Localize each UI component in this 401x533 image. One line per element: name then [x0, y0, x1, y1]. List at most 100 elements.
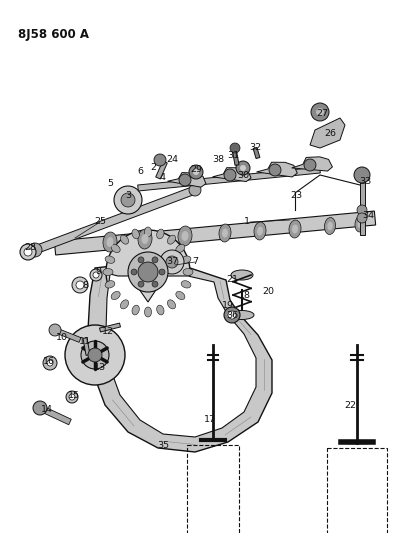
- Text: 31: 31: [227, 150, 239, 159]
- Circle shape: [138, 281, 144, 287]
- Text: 26: 26: [324, 128, 336, 138]
- Ellipse shape: [132, 229, 139, 239]
- Text: 37: 37: [166, 257, 178, 266]
- Circle shape: [72, 277, 88, 293]
- Circle shape: [93, 272, 99, 278]
- Polygon shape: [88, 266, 272, 452]
- Text: 1: 1: [244, 217, 250, 227]
- Circle shape: [189, 184, 201, 196]
- Text: 19: 19: [222, 301, 234, 310]
- Ellipse shape: [111, 245, 120, 253]
- Text: 6: 6: [137, 167, 143, 176]
- Text: 21: 21: [226, 276, 238, 285]
- Ellipse shape: [168, 235, 176, 244]
- Ellipse shape: [176, 292, 185, 300]
- Polygon shape: [360, 218, 365, 235]
- Text: 11: 11: [79, 337, 91, 346]
- Ellipse shape: [183, 269, 193, 276]
- Ellipse shape: [107, 237, 113, 247]
- Ellipse shape: [105, 256, 115, 263]
- Circle shape: [49, 324, 61, 336]
- Ellipse shape: [327, 222, 333, 230]
- Text: 4: 4: [160, 174, 166, 182]
- Ellipse shape: [355, 216, 365, 232]
- Circle shape: [33, 401, 47, 415]
- Circle shape: [224, 169, 236, 181]
- Circle shape: [159, 269, 165, 275]
- Text: 10: 10: [56, 334, 68, 343]
- Ellipse shape: [231, 270, 253, 280]
- Ellipse shape: [254, 222, 266, 240]
- Circle shape: [138, 262, 158, 282]
- Circle shape: [128, 252, 168, 292]
- Polygon shape: [83, 337, 90, 356]
- Text: 25: 25: [94, 217, 106, 227]
- Circle shape: [228, 311, 236, 319]
- Polygon shape: [54, 328, 81, 342]
- Circle shape: [224, 307, 240, 323]
- Circle shape: [357, 213, 367, 223]
- Ellipse shape: [168, 300, 176, 309]
- Ellipse shape: [111, 292, 120, 300]
- Ellipse shape: [219, 224, 231, 242]
- Polygon shape: [257, 162, 297, 177]
- Circle shape: [193, 169, 199, 175]
- Ellipse shape: [138, 229, 152, 249]
- Ellipse shape: [181, 256, 191, 263]
- Circle shape: [24, 248, 32, 256]
- Ellipse shape: [292, 224, 298, 233]
- Text: 8J58 600 A: 8J58 600 A: [18, 28, 89, 41]
- Circle shape: [189, 165, 203, 179]
- Ellipse shape: [324, 217, 336, 235]
- Circle shape: [311, 103, 329, 121]
- Text: 9: 9: [95, 266, 101, 276]
- Polygon shape: [253, 148, 260, 159]
- Text: 13: 13: [94, 364, 106, 373]
- Circle shape: [121, 193, 135, 207]
- Circle shape: [65, 325, 125, 385]
- Circle shape: [152, 281, 158, 287]
- Ellipse shape: [132, 305, 139, 315]
- Circle shape: [236, 161, 250, 175]
- Text: 14: 14: [41, 406, 53, 415]
- Polygon shape: [34, 186, 196, 254]
- Ellipse shape: [144, 307, 152, 317]
- Text: 32: 32: [249, 143, 261, 152]
- Circle shape: [354, 167, 370, 183]
- Polygon shape: [232, 148, 239, 165]
- Ellipse shape: [230, 311, 254, 319]
- Text: 28: 28: [24, 244, 36, 253]
- Circle shape: [304, 159, 316, 171]
- Text: 15: 15: [68, 391, 80, 400]
- Text: 34: 34: [362, 211, 374, 220]
- Circle shape: [240, 165, 246, 171]
- Ellipse shape: [257, 227, 263, 236]
- Circle shape: [138, 257, 144, 263]
- Text: 36: 36: [226, 311, 238, 319]
- Text: 22: 22: [344, 400, 356, 409]
- Ellipse shape: [182, 231, 188, 241]
- Polygon shape: [168, 173, 206, 187]
- Text: 20: 20: [262, 287, 274, 295]
- Circle shape: [114, 186, 142, 214]
- Text: 29: 29: [190, 166, 202, 174]
- Circle shape: [66, 391, 78, 403]
- Circle shape: [357, 205, 367, 215]
- Polygon shape: [360, 175, 365, 210]
- Ellipse shape: [178, 226, 192, 246]
- Polygon shape: [138, 167, 320, 191]
- Text: 2: 2: [150, 164, 156, 173]
- Text: 23: 23: [290, 190, 302, 199]
- Ellipse shape: [157, 229, 164, 239]
- Polygon shape: [213, 168, 251, 182]
- Polygon shape: [39, 405, 71, 425]
- Circle shape: [166, 256, 178, 268]
- Polygon shape: [310, 118, 345, 148]
- Circle shape: [160, 250, 184, 274]
- Ellipse shape: [157, 305, 164, 315]
- Circle shape: [88, 348, 102, 362]
- Ellipse shape: [357, 220, 363, 228]
- Ellipse shape: [120, 300, 129, 309]
- Text: 5: 5: [107, 179, 113, 188]
- Polygon shape: [99, 323, 120, 332]
